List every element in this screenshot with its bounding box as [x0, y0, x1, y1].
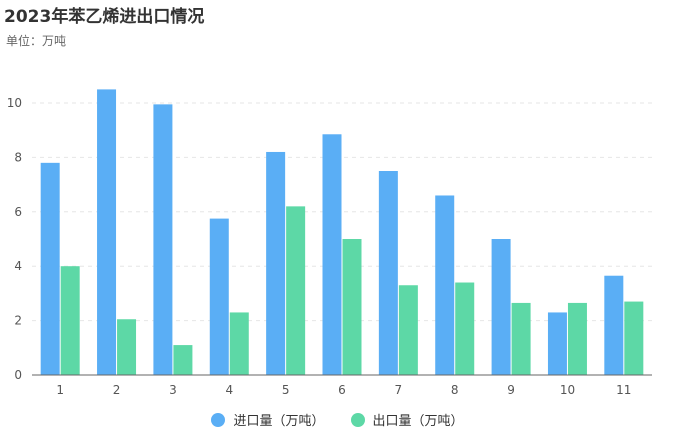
bar-import[interactable] [209, 218, 229, 375]
legend-export-label: 出口量（万吨） [372, 414, 464, 429]
bar-import[interactable] [97, 89, 117, 376]
bar-import[interactable] [322, 134, 342, 375]
x-tick-label: 2 [113, 383, 121, 397]
y-axis-ticks: 0 2 4 6 8 10 [7, 96, 22, 382]
x-axis-ticks: 1 2 3 4 5 6 7 8 9 10 11 [56, 383, 631, 397]
x-tick-label: 4 [225, 383, 233, 397]
x-tick-label: 1 [56, 383, 64, 397]
x-tick-label: 5 [282, 383, 290, 397]
x-tick-label: 3 [169, 383, 177, 397]
bar-import[interactable] [604, 275, 624, 375]
bar-export[interactable] [624, 301, 644, 375]
bar-export[interactable] [455, 282, 475, 375]
y-tick-label: 10 [7, 96, 22, 110]
x-tick-label: 10 [560, 383, 575, 397]
bar-import[interactable] [153, 104, 173, 376]
bar-export[interactable] [567, 302, 587, 375]
y-tick-label: 4 [14, 259, 22, 273]
legend-import-label: 进口量（万吨） [233, 414, 325, 429]
y-tick-label: 0 [14, 368, 22, 382]
x-tick-label: 11 [616, 383, 631, 397]
x-tick-label: 6 [338, 383, 346, 397]
legend-item-import[interactable]: 进口量（万吨） [211, 410, 325, 429]
x-tick-label: 8 [451, 383, 459, 397]
legend-export-marker [350, 412, 365, 427]
bar-import[interactable] [491, 239, 511, 375]
y-tick-label: 6 [14, 205, 22, 219]
legend-item-export[interactable]: 出口量（万吨） [350, 410, 464, 429]
bar-import[interactable] [547, 312, 567, 375]
legend: 进口量（万吨） 出口量（万吨） [0, 410, 675, 429]
bar-import[interactable] [40, 162, 60, 375]
bar-import[interactable] [266, 151, 286, 375]
bars [40, 89, 644, 376]
chart-unit-label: 单位：万吨 [6, 34, 67, 48]
bar-import[interactable] [435, 195, 455, 375]
bar-export[interactable] [117, 319, 137, 375]
bar-export[interactable] [398, 285, 418, 375]
bar-export[interactable] [60, 266, 80, 375]
chart-title: 2023年苯乙烯进出口情况 [4, 7, 205, 27]
y-tick-label: 2 [14, 314, 22, 328]
bar-import[interactable] [378, 171, 398, 375]
grid-lines [32, 102, 652, 322]
bar-export[interactable] [511, 302, 531, 375]
bar-export[interactable] [229, 312, 249, 375]
legend-import-marker [211, 412, 226, 427]
bar-export[interactable] [342, 239, 362, 375]
bar-export[interactable] [286, 206, 306, 375]
x-tick-label: 7 [395, 383, 403, 397]
y-tick-label: 8 [14, 150, 22, 164]
x-tick-label: 9 [507, 383, 515, 397]
bar-export[interactable] [173, 345, 193, 375]
